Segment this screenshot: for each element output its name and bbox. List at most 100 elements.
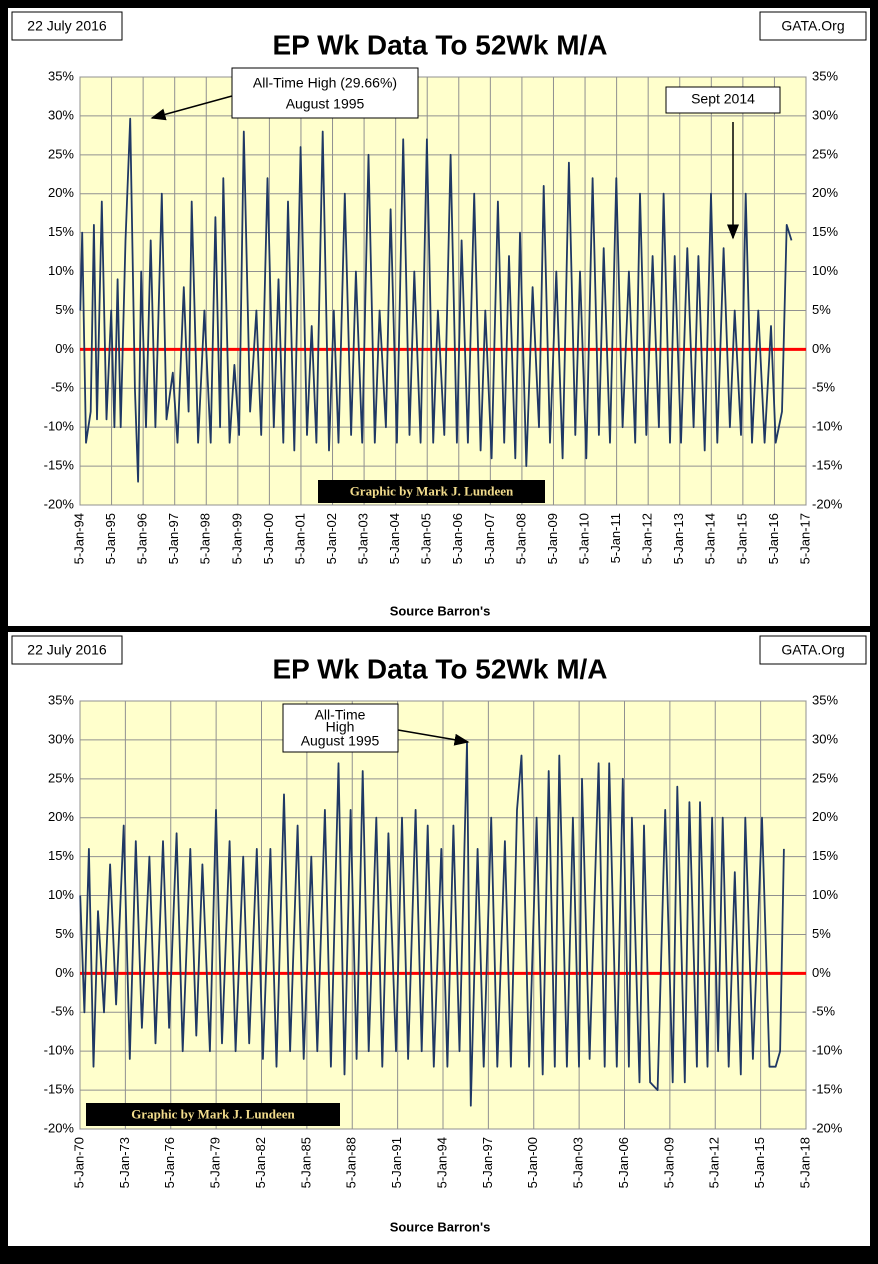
- y2-tick-label: 20%: [812, 809, 838, 824]
- plot-area: [79, 76, 807, 506]
- data-line: [79, 117, 793, 483]
- y-tick-label: -15%: [44, 458, 75, 473]
- source-label: Source Barron's: [390, 1219, 491, 1234]
- y2-tick-label: 30%: [812, 731, 838, 746]
- x-tick-label: 5-Jan-15: [734, 513, 749, 564]
- x-tick-label: 5-Jan-03: [571, 1137, 586, 1188]
- x-tick-label: 5-Jan-76: [162, 1137, 177, 1188]
- date-box: [11, 635, 123, 665]
- x-tick-label: 5-Jan-13: [671, 513, 686, 564]
- x-tick-label: 5-Jan-02: [324, 513, 339, 564]
- x-tick-label: 5-Jan-94: [71, 513, 86, 564]
- y-tick-label: 15%: [48, 848, 74, 863]
- annotation-text: High: [326, 719, 355, 735]
- chart-panel: -20% -20% -15% -15% -10% -10% -5% -5% 0% 0% 5% 5% 10…: [8, 8, 870, 626]
- y-tick-label: 0%: [55, 965, 74, 980]
- y-tick-label: -5%: [51, 1004, 75, 1019]
- date-label: 22 July 2016: [27, 18, 107, 34]
- y-tick-label: 10%: [48, 263, 74, 278]
- y2-tick-label: 25%: [812, 770, 838, 785]
- y-tick-label: 20%: [48, 185, 74, 200]
- y-tick-label: -20%: [44, 496, 75, 511]
- y-tick-label: 10%: [48, 887, 74, 902]
- x-tick-label: 5-Jan-12: [707, 1137, 722, 1188]
- x-tick-label: 5-Jan-03: [356, 513, 371, 564]
- x-tick-label: 5-Jan-09: [661, 1137, 676, 1188]
- y2-tick-label: 15%: [812, 848, 838, 863]
- x-tick-label: 5-Jan-85: [298, 1137, 313, 1188]
- credit-label: Graphic by Mark J. Lundeen: [350, 483, 514, 498]
- y-tick-label: -15%: [44, 1082, 75, 1097]
- y2-tick-label: 35%: [812, 692, 838, 707]
- x-tick-label: 5-Jan-99: [229, 513, 244, 564]
- x-tick-label: 5-Jan-97: [166, 513, 181, 564]
- x-tick-label: 5-Jan-79: [208, 1137, 223, 1188]
- x-tick-label: 5-Jan-11: [608, 513, 623, 563]
- y-tick-label: 20%: [48, 809, 74, 824]
- x-tick-label: 5-Jan-10: [576, 513, 591, 564]
- x-tick-label: 5-Jan-05: [419, 513, 434, 564]
- x-tick-label: 5-Jan-18: [797, 1137, 812, 1188]
- y-tick-label: 30%: [48, 731, 74, 746]
- annotation-text: August 1995: [286, 96, 365, 112]
- y2-tick-label: -5%: [812, 1004, 836, 1019]
- y2-tick-label: -10%: [812, 1043, 843, 1058]
- y2-tick-label: -10%: [812, 419, 843, 434]
- y2-tick-label: -20%: [812, 496, 843, 511]
- x-tick-label: 5-Jan-06: [616, 1137, 631, 1188]
- date-label: 22 July 2016: [27, 642, 107, 658]
- x-tick-label: 5-Jan-08: [513, 513, 528, 564]
- credit-box: [86, 1103, 340, 1126]
- y2-tick-label: 10%: [812, 887, 838, 902]
- y-tick-label: 0%: [55, 341, 74, 356]
- x-tick-label: 5-Jan-97: [480, 1137, 495, 1188]
- y2-tick-label: 5%: [812, 302, 831, 317]
- x-tick-label: 5-Jan-95: [103, 513, 118, 564]
- data-line: [79, 741, 785, 1107]
- annotation-box: [231, 67, 419, 119]
- chart-title: EP Wk Data To 52Wk M/A: [272, 653, 607, 684]
- x-tick-label: 5-Jan-14: [703, 513, 718, 564]
- annotation-box: [282, 703, 399, 753]
- x-tick-label: 5-Jan-73: [117, 1137, 132, 1188]
- y2-tick-label: 25%: [812, 146, 838, 161]
- y-tick-label: -10%: [44, 419, 75, 434]
- x-tick-label: 5-Jan-00: [525, 1137, 540, 1188]
- source-label: Source Barron's: [390, 603, 491, 618]
- annotation-text: All-Time High (29.66%): [253, 75, 397, 91]
- x-tick-label: 5-Jan-06: [450, 513, 465, 564]
- credit-label: Graphic by Mark J. Lundeen: [131, 1106, 295, 1121]
- x-tick-label: 5-Jan-91: [389, 1137, 404, 1188]
- chart-title: EP Wk Data To 52Wk M/A: [272, 29, 607, 60]
- annotation-arrow: [397, 729, 470, 746]
- x-tick-label: 5-Jan-96: [135, 513, 150, 564]
- y2-tick-label: 35%: [812, 68, 838, 83]
- chart-panel: -20% -20% -15% -15% -10% -10% -5% -5% 0% 0% 5% 5% 10…: [8, 632, 870, 1246]
- annotation-text: August 1995: [301, 733, 380, 749]
- y-tick-label: 35%: [48, 68, 74, 83]
- annotation-box: [665, 86, 781, 114]
- y2-tick-label: -15%: [812, 1082, 843, 1097]
- y2-tick-label: -5%: [812, 380, 836, 395]
- y2-tick-label: 0%: [812, 965, 831, 980]
- y2-tick-label: 5%: [812, 926, 831, 941]
- y2-tick-label: -20%: [812, 1120, 843, 1135]
- annotation-text: Sept 2014: [691, 91, 755, 107]
- site-label: GATA.Org: [781, 642, 844, 658]
- y-tick-label: -20%: [44, 1120, 75, 1135]
- annotation-text: All-Time: [315, 707, 366, 723]
- x-tick-label: 5-Jan-88: [344, 1137, 359, 1188]
- x-tick-label: 5-Jan-04: [387, 513, 402, 564]
- x-tick-label: 5-Jan-70: [71, 1137, 86, 1188]
- y-tick-label: -5%: [51, 380, 75, 395]
- y-tick-label: 30%: [48, 107, 74, 122]
- y2-tick-label: -15%: [812, 458, 843, 473]
- site-label: GATA.Org: [781, 18, 844, 34]
- y-tick-label: -10%: [44, 1043, 75, 1058]
- x-tick-label: 5-Jan-17: [797, 513, 812, 564]
- x-tick-label: 5-Jan-12: [640, 513, 655, 564]
- date-box: [11, 11, 123, 41]
- x-tick-label: 5-Jan-15: [752, 1137, 767, 1188]
- x-tick-label: 5-Jan-00: [261, 513, 276, 564]
